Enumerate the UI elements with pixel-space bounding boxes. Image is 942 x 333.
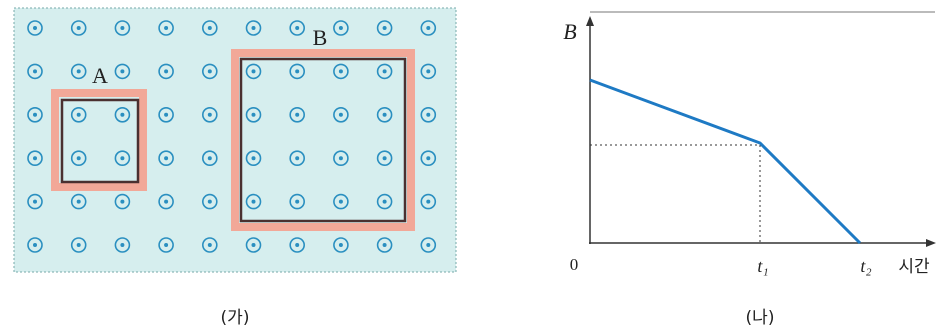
field-symbol-dot: [339, 156, 343, 160]
field-symbol-dot: [33, 26, 37, 30]
field-symbol-dot: [208, 69, 212, 73]
field-symbol-dot: [164, 26, 168, 30]
caption-a: (가): [221, 308, 250, 328]
field-symbol-dot: [426, 243, 430, 247]
field-symbol-dot: [77, 243, 81, 247]
field-symbol-dot: [383, 200, 387, 204]
field-symbol-dot: [295, 113, 299, 117]
field-symbol-dot: [252, 113, 256, 117]
field-symbol-dot: [33, 113, 37, 117]
field-symbol-dot: [77, 26, 81, 30]
field-symbol-dot: [426, 113, 430, 117]
field-symbol-dot: [252, 156, 256, 160]
field-symbol-dot: [33, 200, 37, 204]
field-symbol-dot: [383, 156, 387, 160]
field-symbol-dot: [383, 26, 387, 30]
field-symbol-dot: [383, 69, 387, 73]
field-symbol-dot: [339, 243, 343, 247]
field-symbol-dot: [295, 26, 299, 30]
field-symbol-dot: [208, 200, 212, 204]
field-symbol-dot: [120, 69, 124, 73]
caption-b: (나): [746, 308, 775, 328]
origin-label: 0: [570, 255, 579, 274]
x-axis-label: 시간: [898, 257, 930, 277]
field-symbol-dot: [339, 113, 343, 117]
field-symbol-dot: [120, 156, 124, 160]
field-symbol-dot: [33, 69, 37, 73]
field-symbol-dot: [164, 113, 168, 117]
x-arrow: [926, 239, 936, 247]
page: A B (가) B 0 t₁ t₂ 시간 (나) (() => { const …: [0, 0, 942, 333]
field-symbol-dot: [164, 156, 168, 160]
field-symbol-dot: [252, 26, 256, 30]
field-symbol-dot: [426, 200, 430, 204]
field-symbol-dot: [426, 69, 430, 73]
t1-label: t₁: [757, 256, 768, 276]
field-symbol-dot: [383, 243, 387, 247]
field-symbol-dot: [339, 26, 343, 30]
field-symbol-dot: [295, 200, 299, 204]
field-symbol-dot: [33, 156, 37, 160]
field-symbol-dot: [426, 156, 430, 160]
figure: A B (가) B 0 t₁ t₂ 시간 (나): [0, 0, 942, 333]
field-symbol-dot: [208, 156, 212, 160]
field-symbol-dot: [164, 243, 168, 247]
field-symbol-dot: [252, 69, 256, 73]
field-symbol-dot: [33, 243, 37, 247]
field-symbol-dot: [77, 113, 81, 117]
field-symbol-dot: [208, 113, 212, 117]
field-symbol-dot: [295, 156, 299, 160]
b-curve: [590, 80, 860, 243]
field-symbol-dot: [252, 200, 256, 204]
y-axis-label: B: [563, 19, 576, 44]
field-symbol-dot: [295, 243, 299, 247]
field-symbol-dot: [339, 200, 343, 204]
field-symbol-dot: [252, 243, 256, 247]
loop-b-label: B: [313, 25, 328, 50]
field-symbol-dot: [77, 156, 81, 160]
field-symbol-dot: [77, 69, 81, 73]
field-symbol-dot: [120, 26, 124, 30]
field-symbol-dot: [426, 26, 430, 30]
field-symbol-dot: [164, 69, 168, 73]
field-symbol-dot: [208, 243, 212, 247]
field-symbol-dot: [295, 69, 299, 73]
y-arrow: [586, 16, 594, 26]
loop-a-label: A: [92, 63, 108, 88]
field-symbol-dot: [120, 113, 124, 117]
field-symbol-dot: [120, 200, 124, 204]
field-symbol-dot: [383, 113, 387, 117]
field-symbol-dot: [164, 200, 168, 204]
field-symbol-dot: [208, 26, 212, 30]
field-symbol-dot: [77, 200, 81, 204]
t2-label: t₂: [860, 256, 871, 276]
field-symbol-dot: [120, 243, 124, 247]
field-symbol-dot: [339, 69, 343, 73]
